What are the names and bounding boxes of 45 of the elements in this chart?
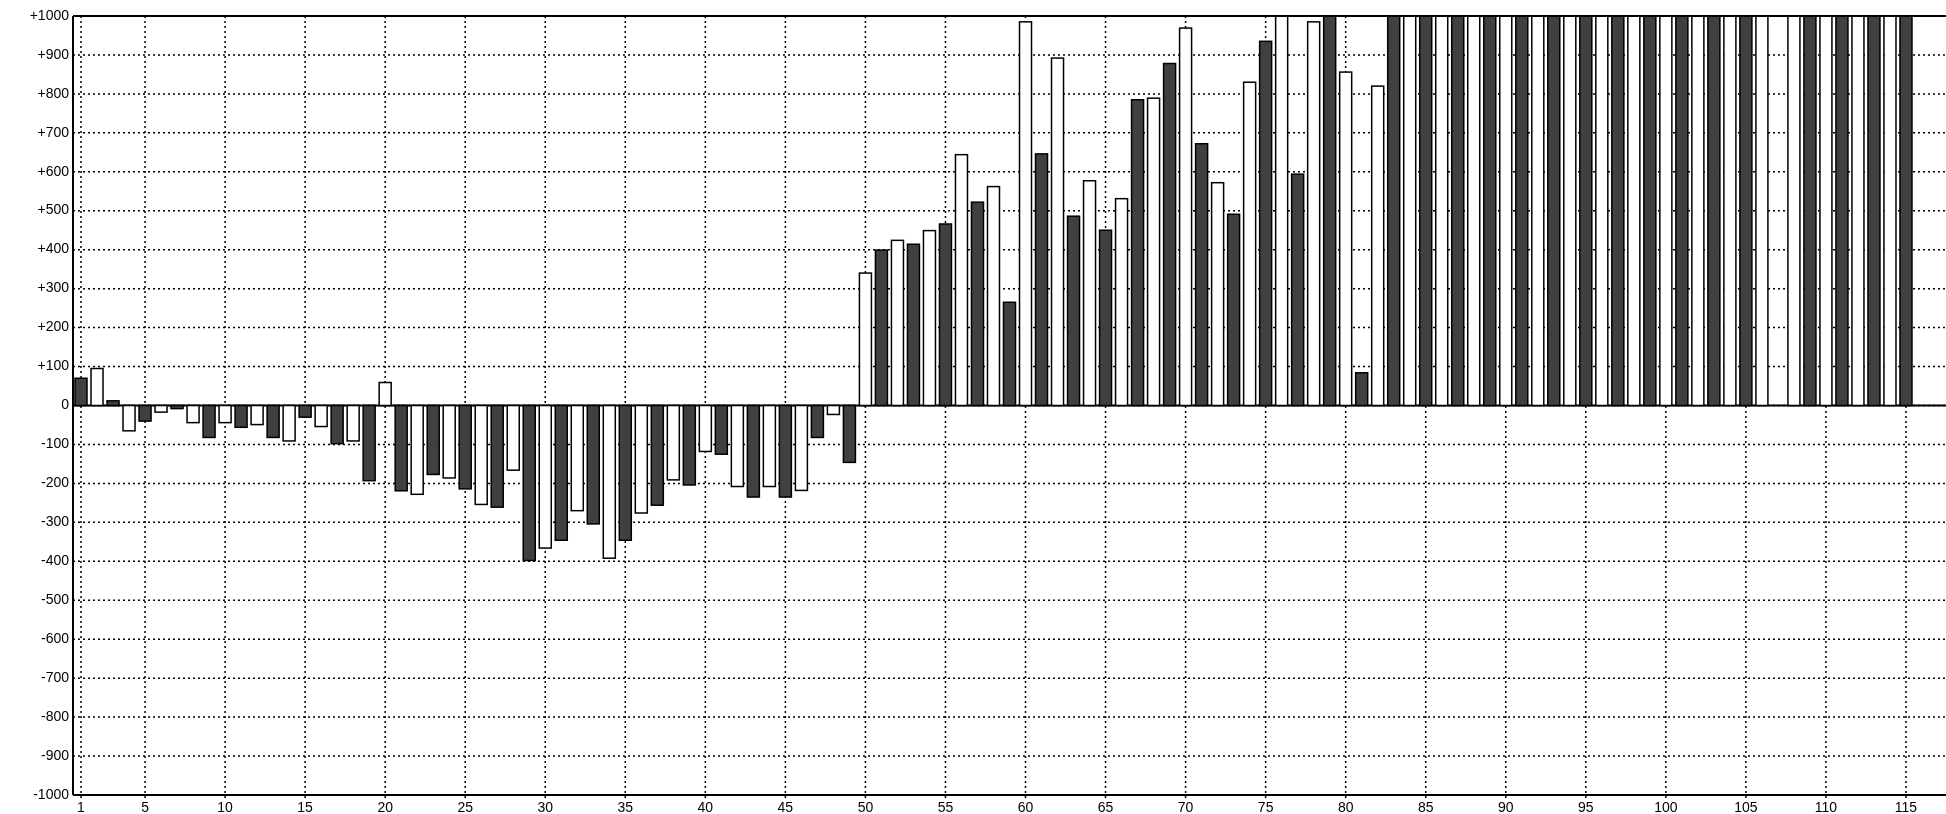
y-tick-label: +700 (37, 123, 70, 140)
y-tick-label: -100 (40, 435, 70, 452)
x-tick-label: 70 (1177, 799, 1194, 814)
y-tick-label: +500 (37, 201, 70, 218)
x-tick-label: 110 (1814, 799, 1838, 814)
y-tick-label: +900 (37, 45, 70, 62)
x-tick-label: 100 (1654, 799, 1678, 814)
x-tick-label: 20 (377, 799, 394, 814)
x-tick-label: 45 (777, 799, 794, 814)
x-tick-label: 25 (457, 799, 474, 814)
x-tick-label: 105 (1734, 799, 1758, 814)
y-tick-label: -500 (40, 590, 70, 607)
x-tick-label: 35 (617, 799, 634, 814)
x-tick-label: 85 (1417, 799, 1434, 814)
y-tick-label: +200 (37, 318, 70, 335)
x-tick-label: 60 (1017, 799, 1034, 814)
y-tick-label: -700 (40, 668, 70, 685)
x-tick-label: 40 (697, 799, 714, 814)
x-tick-label: 90 (1497, 799, 1514, 814)
y-tick-label: -200 (40, 474, 70, 491)
y-tick-label: -800 (40, 707, 70, 724)
y-tick-label: +400 (37, 240, 70, 257)
y-tick-label: +100 (37, 357, 70, 374)
x-tick-label: 75 (1257, 799, 1274, 814)
x-tick-label: 50 (857, 799, 874, 814)
y-tick-label: 0 (61, 396, 70, 413)
x-tick-label: 55 (937, 799, 954, 814)
y-tick-label: -600 (40, 629, 70, 646)
x-tick-label: 15 (297, 799, 314, 814)
y-tick-label: +600 (37, 162, 70, 179)
x-tick-label: 30 (537, 799, 554, 814)
x-tick-label: 5 (141, 799, 150, 814)
y-tick-label: -1000 (33, 785, 70, 802)
y-tick-label: -900 (40, 746, 70, 763)
x-tick-label: 95 (1578, 799, 1594, 814)
y-tick-label: +300 (37, 279, 70, 296)
x-tick-label: 10 (217, 799, 234, 814)
x-tick-label: 65 (1097, 799, 1114, 814)
x-tick-label: 1 (77, 799, 86, 814)
x-tick-label: 80 (1337, 799, 1354, 814)
y-tick-label: +1000 (29, 6, 70, 23)
x-tick-label: 115 (1894, 799, 1918, 814)
y-tick-label: +800 (37, 84, 70, 101)
y-tick-label: -300 (40, 513, 70, 530)
y-tick-label: -400 (40, 552, 70, 568)
